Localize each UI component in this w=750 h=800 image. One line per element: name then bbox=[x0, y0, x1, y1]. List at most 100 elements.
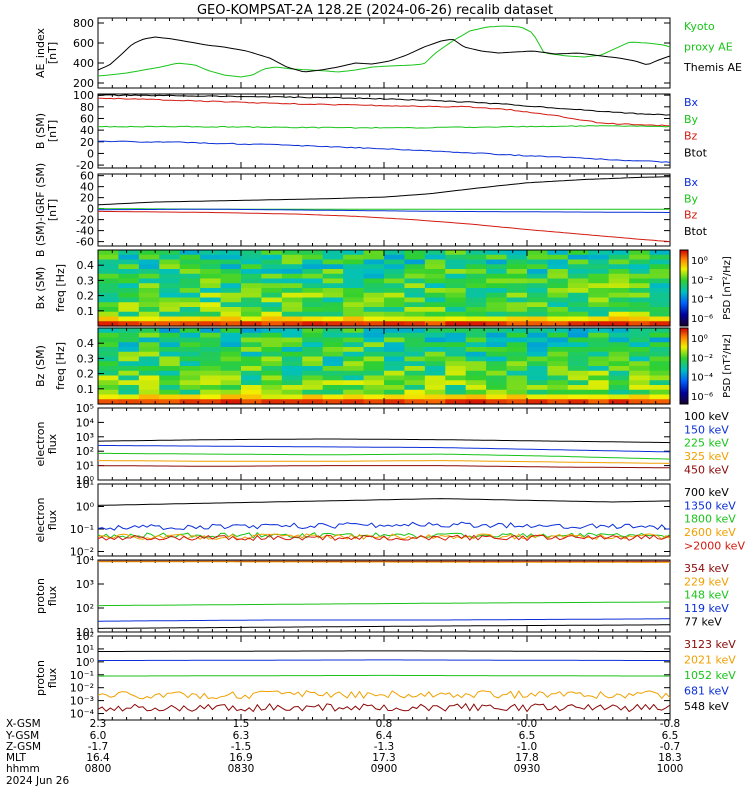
heatmap-cell bbox=[424, 356, 446, 362]
heatmap-cell bbox=[138, 375, 160, 381]
y-axis-label: proton bbox=[34, 578, 47, 614]
legend-entry: Kyoto bbox=[684, 20, 715, 33]
heatmap-cell bbox=[424, 302, 446, 308]
series-bz bbox=[98, 97, 670, 127]
heatmap-cell bbox=[261, 288, 283, 294]
heatmap-cell bbox=[343, 389, 365, 396]
heatmap-cell bbox=[159, 307, 181, 313]
heatmap-cell bbox=[649, 380, 671, 386]
heatmap-cell bbox=[629, 269, 651, 275]
heatmap-cell bbox=[424, 259, 446, 265]
footer-value: 18.3 bbox=[658, 752, 681, 764]
heatmap-cell bbox=[506, 259, 528, 265]
heatmap-cell bbox=[281, 399, 303, 405]
heatmap-cell bbox=[98, 297, 120, 303]
y-tick-label: 0.1 bbox=[77, 305, 95, 318]
heatmap-cell bbox=[527, 370, 549, 377]
heatmap-cell bbox=[241, 259, 263, 265]
heatmap-cell bbox=[241, 316, 263, 322]
heatmap-cell bbox=[567, 342, 589, 348]
heatmap-cell bbox=[220, 269, 242, 275]
heatmap-cell bbox=[138, 351, 160, 358]
heatmap-cell bbox=[220, 332, 242, 339]
heatmap-cell bbox=[138, 283, 160, 289]
y-tick-label: -20 bbox=[76, 214, 94, 227]
heatmap-cell bbox=[424, 283, 446, 289]
heatmap-cell bbox=[588, 307, 610, 313]
heatmap-cell bbox=[343, 361, 365, 367]
heatmap-cell bbox=[465, 380, 487, 386]
heatmap-cell bbox=[567, 328, 589, 334]
heatmap-cell bbox=[649, 254, 671, 261]
heatmap-cell bbox=[138, 380, 160, 386]
heatmap-cell bbox=[629, 370, 651, 377]
heatmap-cell bbox=[281, 273, 303, 280]
heatmap-cell bbox=[343, 264, 365, 270]
heatmap-cell bbox=[384, 351, 406, 358]
legend-entry: Themis AE bbox=[683, 61, 742, 74]
heatmap-cell bbox=[424, 366, 446, 372]
heatmap-cell bbox=[138, 273, 160, 280]
heatmap-cell bbox=[241, 250, 263, 256]
legend-entry: 1052 keV bbox=[684, 669, 736, 682]
heatmap-cell bbox=[220, 399, 242, 405]
heatmap-cell bbox=[629, 292, 651, 299]
series-themis-ae bbox=[97, 36, 671, 73]
heatmap-cell bbox=[527, 302, 549, 308]
heatmap-cell bbox=[118, 250, 140, 256]
heatmap-cell bbox=[527, 321, 549, 327]
heatmap-cell bbox=[241, 328, 263, 334]
heatmap-cell bbox=[649, 361, 671, 367]
heatmap-cell bbox=[465, 311, 487, 318]
heatmap-cell bbox=[343, 321, 365, 327]
y-axis-label: B (SM) bbox=[34, 113, 47, 149]
heatmap-cell bbox=[220, 351, 242, 358]
heatmap-cell bbox=[567, 302, 589, 308]
heatmap-cell bbox=[486, 361, 508, 367]
heatmap-cell bbox=[302, 278, 324, 284]
heatmap-cell bbox=[281, 328, 303, 334]
footer-value: 6.5 bbox=[519, 730, 536, 742]
y-axis-label: Bx (SM) bbox=[34, 267, 47, 310]
heatmap-cell bbox=[302, 394, 324, 400]
heatmap-cell bbox=[567, 380, 589, 386]
heatmap-cell bbox=[281, 361, 303, 367]
heatmap-cell bbox=[649, 269, 671, 275]
heatmap-cell bbox=[649, 351, 671, 358]
heatmap-cell bbox=[547, 366, 569, 372]
heatmap-cell bbox=[261, 292, 283, 299]
heatmap-cell bbox=[200, 316, 222, 322]
heatmap-cell bbox=[200, 366, 222, 372]
heatmap-cell bbox=[547, 399, 569, 405]
heatmap-cell bbox=[465, 292, 487, 299]
heatmap-cell bbox=[506, 297, 528, 303]
heatmap-cell bbox=[261, 375, 283, 381]
y-axis-label: proton bbox=[34, 660, 47, 696]
heatmap-cell bbox=[384, 366, 406, 372]
heatmap-cell bbox=[261, 337, 283, 343]
heatmap-cell bbox=[241, 254, 263, 261]
heatmap-cell bbox=[465, 385, 487, 391]
footer-row-label: MLT bbox=[6, 752, 26, 764]
heatmap-cell bbox=[629, 356, 651, 362]
footer-row-label: Y-GSM bbox=[5, 730, 39, 742]
heatmap-cell bbox=[608, 288, 630, 294]
heatmap-cell bbox=[302, 332, 324, 339]
heatmap-cell bbox=[608, 328, 630, 334]
y-axis-label: freq [Hz] bbox=[54, 264, 67, 312]
heatmap-cell bbox=[179, 259, 201, 265]
heatmap-cell bbox=[179, 337, 201, 343]
heatmap-cell bbox=[363, 250, 385, 256]
footer-value: 6.4 bbox=[376, 730, 393, 742]
heatmap-cell bbox=[445, 342, 467, 348]
heatmap-cell bbox=[608, 321, 630, 327]
heatmap-cell bbox=[322, 370, 344, 377]
heatmap-cell bbox=[424, 399, 446, 405]
series-3123-kev bbox=[98, 650, 670, 652]
y-axis-label: electron bbox=[34, 498, 47, 543]
heatmap-cell bbox=[138, 389, 160, 396]
heatmap-cell bbox=[179, 361, 201, 367]
heatmap-cell bbox=[506, 307, 528, 313]
heatmap-cell bbox=[588, 278, 610, 284]
legend-entry: 119 keV bbox=[684, 602, 729, 615]
